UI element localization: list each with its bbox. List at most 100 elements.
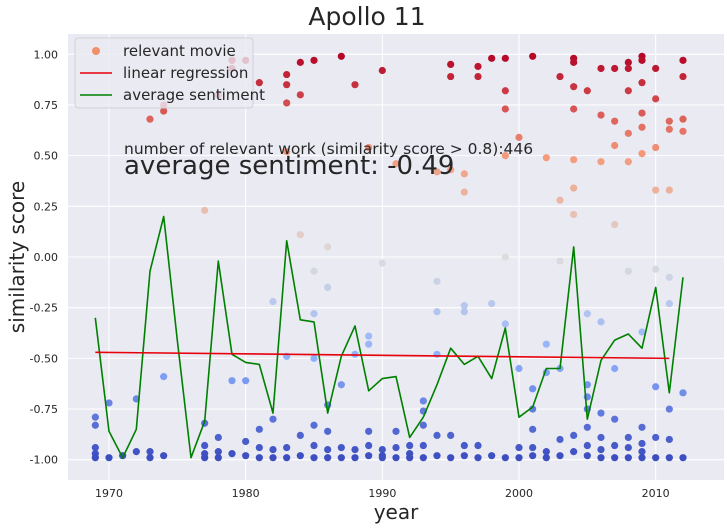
scatter-point — [433, 350, 441, 358]
scatter-point — [501, 54, 509, 62]
scatter-point — [406, 441, 414, 450]
scatter-point — [406, 454, 414, 462]
scatter-point — [501, 253, 509, 261]
scatter-point — [624, 443, 632, 452]
x-tick-label: 1970 — [95, 487, 123, 500]
y-tick-label: 0.75 — [34, 99, 59, 112]
scatter-point — [460, 170, 468, 178]
scatter-point — [447, 431, 455, 439]
scatter-point — [255, 454, 263, 462]
scatter-point — [433, 168, 441, 176]
scatter-point — [638, 454, 646, 462]
scatter-point — [365, 452, 373, 460]
scatter-point — [665, 273, 673, 281]
scatter-point — [324, 454, 332, 462]
scatter-point — [146, 448, 154, 456]
legend-label-average-sentiment: average sentiment — [123, 86, 265, 104]
scatter-point — [611, 64, 619, 73]
scatter-point — [283, 99, 291, 107]
scatter-point — [337, 454, 345, 462]
scatter-point — [433, 308, 441, 316]
scatter-point — [556, 72, 564, 81]
y-tick-label: -0.50 — [30, 352, 58, 365]
scatter-point — [488, 300, 496, 308]
scatter-point — [583, 452, 591, 460]
scatter-point — [611, 364, 619, 373]
scatter-point — [529, 52, 537, 60]
scatter-point — [501, 320, 509, 328]
scatter-point — [460, 441, 468, 450]
average-sentiment-annotation: average sentiment: -0.49 — [124, 151, 454, 181]
scatter-point — [611, 220, 619, 229]
scatter-point — [515, 443, 523, 452]
scatter-point — [269, 445, 277, 454]
scatter-point — [91, 413, 99, 421]
scatter-point — [392, 427, 400, 435]
scatter-point — [337, 443, 345, 452]
scatter-point — [460, 188, 468, 196]
grid — [68, 34, 724, 480]
x-axis-label: year — [374, 500, 419, 524]
scatter-point — [597, 445, 605, 454]
y-tick-label: -0.75 — [30, 403, 58, 416]
scatter-point — [652, 186, 660, 194]
scatter-point — [310, 310, 318, 318]
scatter-point — [597, 454, 605, 462]
scatter-point — [529, 443, 537, 452]
scatter-point — [310, 354, 318, 362]
scatter-point — [255, 425, 263, 433]
scatter-point — [269, 454, 277, 462]
scatter-point — [433, 431, 441, 439]
scatter-point — [638, 328, 646, 336]
scatter-point — [324, 427, 332, 435]
scatter-point — [665, 405, 673, 413]
scatter-point — [447, 60, 455, 69]
scatter-point — [624, 129, 632, 137]
scatter-point — [542, 448, 550, 456]
scatter-point — [296, 91, 304, 99]
x-tick-label: 1980 — [232, 487, 260, 500]
scatter-point — [392, 160, 400, 168]
scatter-point — [474, 62, 482, 71]
scatter-point — [201, 206, 209, 214]
scatter-point — [611, 454, 619, 462]
scatter-point — [242, 452, 250, 460]
scatter-point — [310, 454, 318, 462]
scatter-point — [337, 381, 345, 389]
scatter-point — [460, 308, 468, 316]
lines — [94, 215, 684, 459]
scatter-point — [652, 265, 660, 273]
scatter-point — [351, 81, 359, 89]
scatter-point — [392, 454, 400, 462]
scatter-point — [474, 441, 482, 450]
scatter-point — [324, 445, 332, 454]
scatter-point — [556, 435, 564, 444]
scatter-point — [556, 452, 564, 460]
average-sentiment-line — [94, 215, 684, 459]
scatter-point — [570, 448, 578, 456]
scatter-point — [283, 443, 291, 452]
scatter-point — [310, 441, 318, 450]
scatter-point — [201, 441, 209, 450]
scatter-point — [365, 427, 373, 435]
legend-label-linear-regression: linear regression — [123, 64, 248, 82]
scatter-point — [269, 415, 277, 423]
scatter-point — [679, 56, 687, 64]
scatter-point — [583, 381, 591, 389]
scatter-point — [583, 310, 591, 318]
y-tick-label: 1.00 — [34, 48, 59, 61]
scatter-point — [242, 377, 250, 385]
scatter-point — [283, 70, 291, 79]
scatter-point — [597, 409, 605, 417]
scatter-point — [624, 58, 632, 66]
scatter-point — [638, 150, 646, 158]
scatter-point — [583, 441, 591, 450]
scatter-point — [146, 115, 154, 123]
scatter-point — [419, 454, 427, 462]
x-tick-label: 1990 — [368, 487, 396, 500]
scatter-point — [624, 454, 632, 462]
scatter-point — [351, 454, 359, 462]
scatter-point — [501, 87, 509, 95]
relevant-count-annotation: number of relevant work (similarity scor… — [124, 140, 533, 158]
scatter-point — [638, 423, 646, 431]
